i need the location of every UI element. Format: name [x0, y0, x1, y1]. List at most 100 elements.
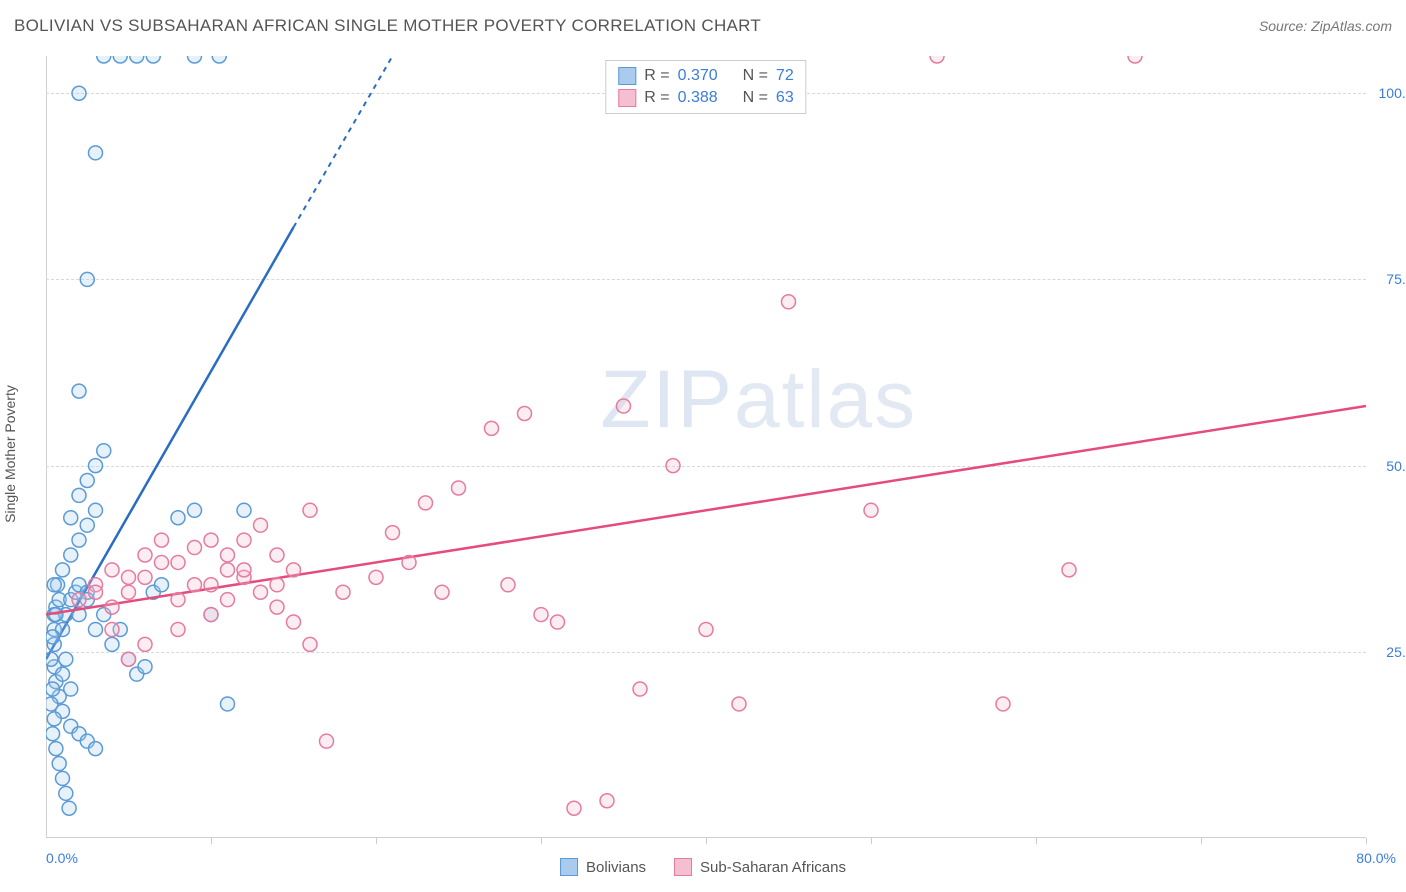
data-point	[699, 622, 713, 636]
data-point	[732, 697, 746, 711]
r-value-subsaharan: 0.388	[678, 89, 718, 107]
data-point	[320, 734, 334, 748]
data-point	[237, 563, 251, 577]
r-label: R =	[644, 67, 669, 85]
data-point	[138, 660, 152, 674]
data-point	[171, 511, 185, 525]
data-point	[188, 578, 202, 592]
data-point	[270, 600, 284, 614]
data-point	[617, 399, 631, 413]
data-point	[254, 518, 268, 532]
n-label: N =	[743, 89, 768, 107]
data-point	[1062, 563, 1076, 577]
n-label: N =	[743, 67, 768, 85]
data-point	[97, 444, 111, 458]
data-point	[633, 682, 647, 696]
data-point	[287, 563, 301, 577]
legend-label-subsaharan: Sub-Saharan Africans	[700, 859, 846, 876]
data-point	[72, 86, 86, 100]
data-point	[188, 541, 202, 555]
data-point	[89, 585, 103, 599]
data-point	[122, 652, 136, 666]
data-point	[221, 548, 235, 562]
data-point	[122, 585, 136, 599]
data-point	[46, 697, 58, 711]
y-tick-label: 100.0%	[1370, 85, 1406, 101]
x-tick	[541, 838, 542, 844]
swatch-subsaharan	[618, 89, 636, 107]
x-tick	[706, 838, 707, 844]
data-point	[171, 593, 185, 607]
data-point	[46, 652, 58, 666]
data-point	[303, 503, 317, 517]
stats-legend: R = 0.370 N = 72 R = 0.388 N = 63	[605, 60, 806, 114]
data-point	[666, 459, 680, 473]
x-tick	[1366, 838, 1367, 844]
data-point	[221, 697, 235, 711]
swatch-bolivians	[618, 67, 636, 85]
data-point	[122, 570, 136, 584]
data-point	[105, 600, 119, 614]
data-point	[72, 488, 86, 502]
data-point	[46, 727, 60, 741]
data-point	[64, 511, 78, 525]
data-point	[567, 801, 581, 815]
data-point	[59, 786, 73, 800]
data-point	[212, 56, 226, 63]
data-point	[155, 555, 169, 569]
n-value-bolivians: 72	[776, 67, 794, 85]
data-point	[501, 578, 515, 592]
data-point	[56, 667, 70, 681]
data-point	[138, 637, 152, 651]
data-point	[171, 555, 185, 569]
data-point	[419, 496, 433, 510]
data-point	[62, 801, 76, 815]
data-point	[138, 570, 152, 584]
bottom-legend: Bolivians Sub-Saharan Africans	[560, 858, 846, 876]
data-point	[89, 459, 103, 473]
data-point	[287, 615, 301, 629]
data-point	[59, 652, 73, 666]
x-tick	[1201, 838, 1202, 844]
r-label: R =	[644, 89, 669, 107]
data-point	[47, 712, 61, 726]
data-point	[452, 481, 466, 495]
data-point	[155, 578, 169, 592]
data-point	[80, 272, 94, 286]
data-point	[49, 742, 63, 756]
data-point	[46, 682, 60, 696]
x-tick	[1036, 838, 1037, 844]
y-tick-label: 25.0%	[1370, 644, 1406, 660]
data-point	[369, 570, 383, 584]
data-point	[485, 421, 499, 435]
data-point	[435, 585, 449, 599]
data-point	[237, 503, 251, 517]
stats-row-bolivians: R = 0.370 N = 72	[618, 65, 793, 87]
data-point	[46, 630, 60, 644]
data-point	[188, 56, 202, 63]
data-point	[138, 548, 152, 562]
data-point	[52, 757, 66, 771]
data-point	[72, 593, 86, 607]
data-point	[130, 56, 144, 63]
legend-label-bolivians: Bolivians	[586, 859, 646, 876]
chart-title: BOLIVIAN VS SUBSAHARAN AFRICAN SINGLE MO…	[14, 16, 761, 36]
data-point	[72, 384, 86, 398]
stats-row-subsaharan: R = 0.388 N = 63	[618, 87, 793, 109]
data-point	[146, 56, 160, 63]
trendline-dashed	[294, 56, 393, 227]
x-tick	[376, 838, 377, 844]
data-point	[518, 406, 532, 420]
data-point	[80, 518, 94, 532]
data-point	[336, 585, 350, 599]
data-point	[89, 742, 103, 756]
y-axis-label: Single Mother Poverty	[2, 385, 18, 523]
y-tick-label: 50.0%	[1370, 458, 1406, 474]
data-point	[386, 526, 400, 540]
data-point	[534, 608, 548, 622]
x-axis-end-label: 80.0%	[1356, 850, 1396, 866]
data-point	[996, 697, 1010, 711]
y-tick-label: 75.0%	[1370, 271, 1406, 287]
legend-swatch-subsaharan	[674, 858, 692, 876]
data-point	[204, 578, 218, 592]
